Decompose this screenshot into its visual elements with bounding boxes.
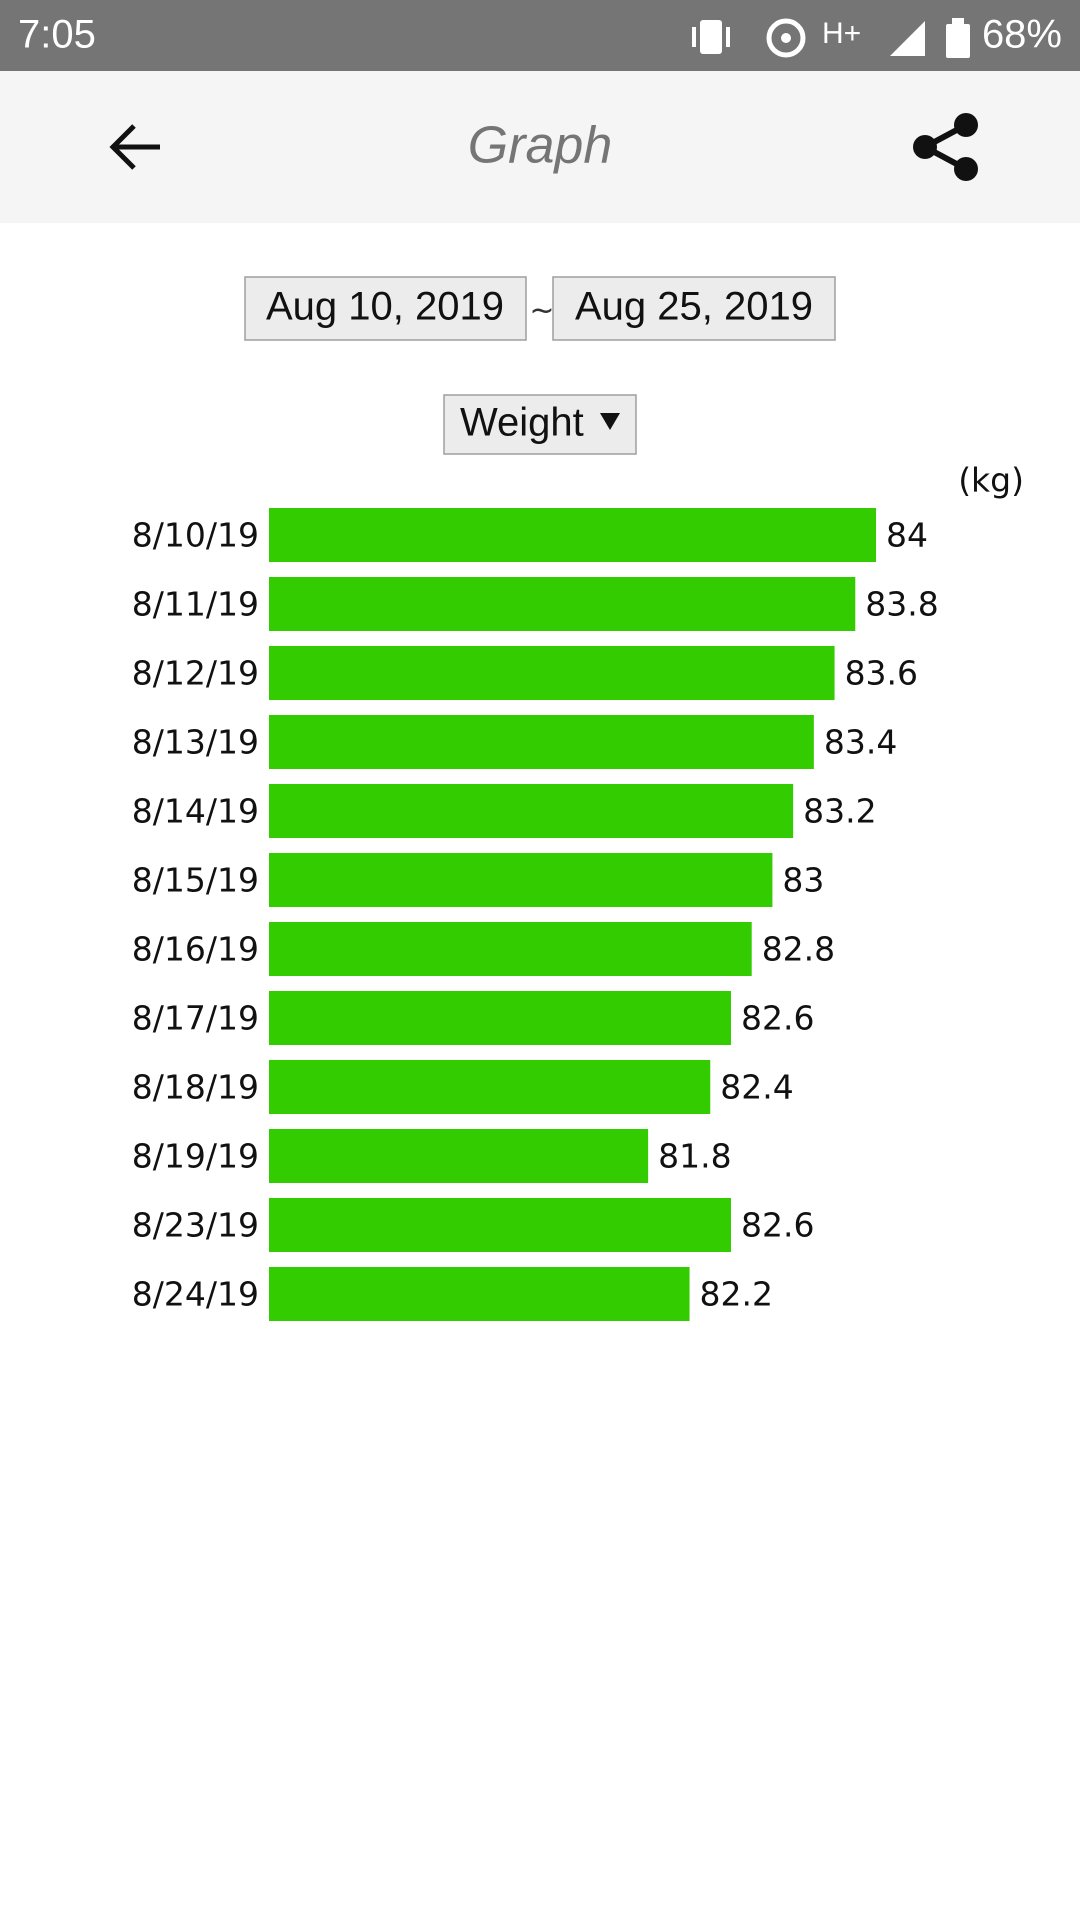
- value-label: 82.6: [741, 999, 814, 1038]
- app-bar: [0, 71, 1080, 223]
- status-time: 7:05: [18, 13, 96, 57]
- bar: [269, 646, 835, 700]
- dropdown-arrow: [600, 413, 620, 430]
- bar: [269, 1267, 690, 1321]
- category-label: 8/10/19: [132, 516, 259, 555]
- end-date: Aug 25, 2019: [575, 285, 813, 329]
- category-label: 8/15/19: [132, 861, 259, 900]
- value-label: 83: [782, 861, 824, 900]
- category-label: 8/14/19: [132, 792, 259, 831]
- start-date-button[interactable]: [244, 276, 527, 341]
- bar: [269, 853, 773, 907]
- value-label: 83.8: [865, 585, 938, 624]
- value-label: 81.8: [658, 1137, 731, 1176]
- value-label: 82.8: [762, 930, 835, 969]
- bar: [269, 508, 876, 562]
- date-separator: ~: [529, 294, 554, 329]
- value-label: 84: [886, 516, 928, 555]
- back-button[interactable]: [109, 124, 160, 170]
- app-title: Graph: [468, 117, 613, 175]
- status-network: H+: [822, 17, 861, 50]
- bar: [269, 784, 794, 838]
- value-label: 83.2: [803, 792, 876, 831]
- category-label: 8/18/19: [132, 1068, 259, 1107]
- end-date-button[interactable]: [552, 276, 836, 341]
- category-label: 8/11/19: [132, 585, 259, 624]
- metric-dropdown[interactable]: [443, 394, 637, 455]
- value-label: 82.6: [741, 1206, 814, 1245]
- status-icons: [692, 18, 970, 58]
- value-label: 83.4: [824, 723, 897, 762]
- value-label: 82.2: [700, 1275, 773, 1314]
- category-label: 8/16/19: [132, 930, 259, 969]
- bar: [269, 1198, 731, 1252]
- bar: [269, 715, 814, 769]
- category-label: 8/17/19: [132, 999, 259, 1038]
- value-label: 82.4: [720, 1068, 793, 1107]
- category-label: 8/19/19: [132, 1137, 259, 1176]
- category-label: 8/23/19: [132, 1206, 259, 1245]
- category-label: 8/12/19: [132, 654, 259, 693]
- share-button[interactable]: [913, 113, 978, 181]
- bar: [269, 577, 856, 631]
- category-label: 8/13/19: [132, 723, 259, 762]
- bar: [269, 991, 731, 1045]
- unit-label: (kg): [958, 461, 1024, 500]
- status-bar: [0, 0, 1080, 71]
- start-date: Aug 10, 2019: [266, 285, 504, 329]
- dropdown-label: Weight: [460, 401, 584, 445]
- status-battery: 68%: [982, 13, 1062, 57]
- chart: 8/10/19 84 8/11/19 83.8 8/12/19 83.6 8/13/19 83…: [132, 508, 939, 1321]
- bar: [269, 922, 752, 976]
- bar: [269, 1060, 711, 1114]
- bar: [269, 1129, 649, 1183]
- value-label: 83.6: [845, 654, 918, 693]
- category-label: 8/24/19: [132, 1275, 259, 1314]
